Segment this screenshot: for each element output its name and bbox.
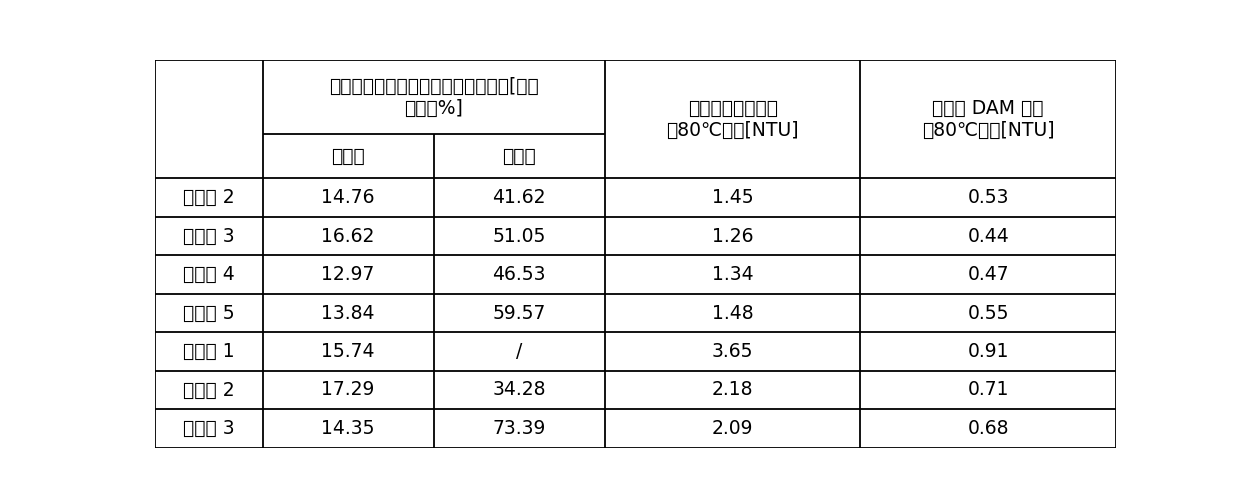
Text: 2.18: 2.18: [712, 380, 754, 399]
Text: 实施例 3: 实施例 3: [184, 227, 234, 245]
Text: 实施例 2: 实施例 2: [184, 188, 234, 207]
Text: 0.47: 0.47: [967, 265, 1009, 284]
Text: 51.05: 51.05: [492, 227, 546, 245]
Text: 2.09: 2.09: [712, 419, 754, 438]
Text: 对比例 3: 对比例 3: [184, 419, 234, 438]
Text: 1.48: 1.48: [712, 304, 754, 322]
Text: 解聚后: 解聚后: [502, 146, 536, 165]
Text: 实施例 4: 实施例 4: [184, 265, 234, 284]
Text: 12.97: 12.97: [321, 265, 374, 284]
Text: 73.39: 73.39: [492, 419, 546, 438]
Text: 对比例 2: 对比例 2: [184, 380, 234, 399]
Text: 17.29: 17.29: [321, 380, 374, 399]
Text: 34.28: 34.28: [492, 380, 546, 399]
Text: 0.71: 0.71: [967, 380, 1009, 399]
Text: 实施例 5: 实施例 5: [184, 304, 234, 322]
Text: 0.91: 0.91: [967, 342, 1009, 361]
Text: /: /: [516, 342, 522, 361]
Text: 对比例 1: 对比例 1: [184, 342, 234, 361]
Text: 46.53: 46.53: [492, 265, 546, 284]
Text: 16.62: 16.62: [321, 227, 374, 245]
Text: 1.34: 1.34: [712, 265, 754, 284]
Text: 甲醛水溶液中单体甲醛占总甲醛比例[归一
化比例%]: 甲醛水溶液中单体甲醛占总甲醛比例[归一 化比例%]: [329, 76, 538, 118]
Text: 15.74: 15.74: [321, 342, 374, 361]
Text: 13.84: 13.84: [321, 304, 374, 322]
Text: 0.68: 0.68: [967, 419, 1009, 438]
Text: 0.53: 0.53: [967, 188, 1009, 207]
Text: 1.26: 1.26: [712, 227, 754, 245]
Text: 14.76: 14.76: [321, 188, 374, 207]
Text: 14.35: 14.35: [321, 419, 374, 438]
Text: 0.44: 0.44: [967, 227, 1009, 245]
Text: 3.65: 3.65: [712, 342, 754, 361]
Text: 59.57: 59.57: [492, 304, 546, 322]
Text: 0.55: 0.55: [967, 304, 1009, 322]
Text: 1.45: 1.45: [712, 188, 754, 207]
Text: 解聚前: 解聚前: [331, 146, 365, 165]
Text: 41.62: 41.62: [492, 188, 546, 207]
Text: 解聚后反应液浊度
（80℃），[NTU]: 解聚后反应液浊度 （80℃），[NTU]: [666, 99, 799, 140]
Text: 解聚后 DAM 浊度
（80℃），[NTU]: 解聚后 DAM 浊度 （80℃），[NTU]: [921, 99, 1054, 140]
